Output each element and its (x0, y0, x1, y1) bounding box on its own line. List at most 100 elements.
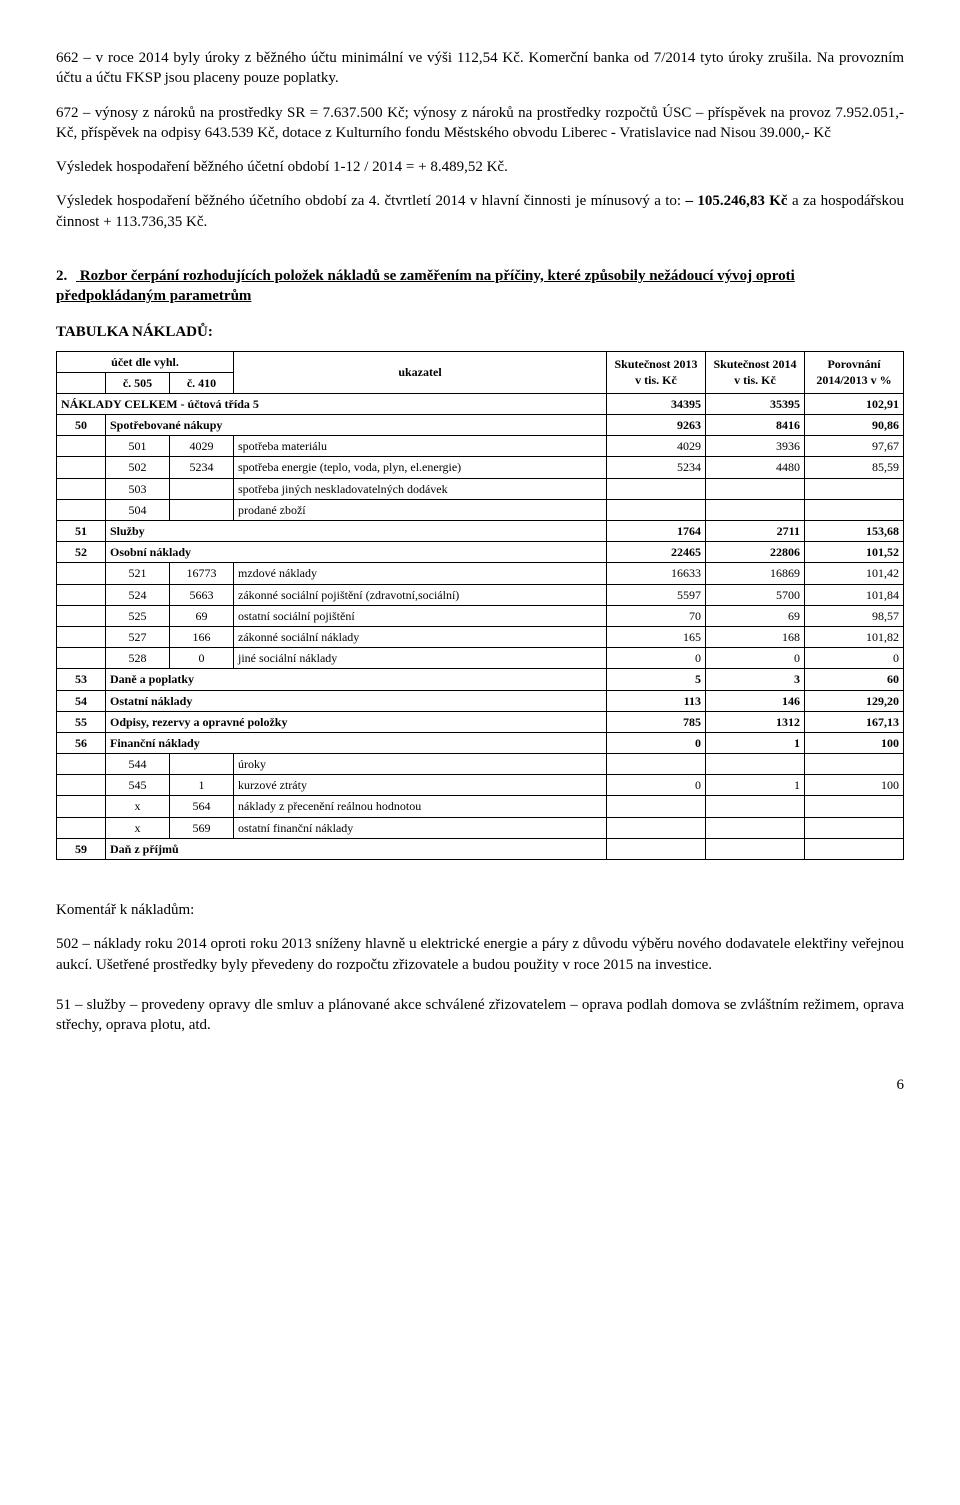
cell-c2: 502 (106, 457, 170, 478)
th-2014: Skutečnost 2014 v tis. Kč (706, 351, 805, 393)
cell-v1 (607, 478, 706, 499)
cell-c1: 59 (57, 838, 106, 859)
cell-c3: 1 (170, 775, 234, 796)
cell-v1 (607, 817, 706, 838)
cell-v1: 16633 (607, 563, 706, 584)
cell-c1 (57, 796, 106, 817)
table-row: 5451kurzové ztráty01100 (57, 775, 904, 796)
cell-c1: 52 (57, 542, 106, 563)
cell-desc: ostatní sociální pojištění (234, 605, 607, 626)
cell-v1: 785 (607, 711, 706, 732)
table-row: 544úroky (57, 754, 904, 775)
cell-v2 (706, 838, 805, 859)
cell-v1 (607, 754, 706, 775)
paragraph-result-2: Výsledek hospodaření běžného účetního ob… (56, 191, 904, 232)
cell-c1 (57, 436, 106, 457)
cell-v3: 167,13 (805, 711, 904, 732)
cell-v2: 168 (706, 626, 805, 647)
table-row: 503spotřeba jiných neskladovatelných dod… (57, 478, 904, 499)
cell-c2: 545 (106, 775, 170, 796)
cell-c1: 51 (57, 521, 106, 542)
cell-c3 (170, 499, 234, 520)
cell-v2: 1 (706, 732, 805, 753)
cell-c2: 528 (106, 648, 170, 669)
cell-c1 (57, 457, 106, 478)
cell-c2: 521 (106, 563, 170, 584)
cell-c2: x (106, 817, 170, 838)
cell-v2: 3936 (706, 436, 805, 457)
cell-v3: 129,20 (805, 690, 904, 711)
table-row: 5014029spotřeba materiálu4029393697,67 (57, 436, 904, 457)
cell-v3: 153,68 (805, 521, 904, 542)
cell-v1: 113 (607, 690, 706, 711)
cell-v1: 5 (607, 669, 706, 690)
cell-desc: jiné sociální náklady (234, 648, 607, 669)
cell-c1 (57, 605, 106, 626)
paragraph-result-1: Výsledek hospodaření běžného účetní obdo… (56, 157, 904, 177)
cell-v3: 100 (805, 775, 904, 796)
cell-desc: mzdové náklady (234, 563, 607, 584)
cell-desc: Odpisy, rezervy a opravné položky (106, 711, 607, 732)
cell-c3: 69 (170, 605, 234, 626)
cell-c1 (57, 563, 106, 584)
table-row: 5280jiné sociální náklady000 (57, 648, 904, 669)
cell-c1 (57, 648, 106, 669)
cell-v1 (607, 499, 706, 520)
cell-c3: 4029 (170, 436, 234, 457)
cell-c2: x (106, 796, 170, 817)
cell-v3: 98,57 (805, 605, 904, 626)
cell-c2: 525 (106, 605, 170, 626)
cell-c2: 524 (106, 584, 170, 605)
cell-c2: 504 (106, 499, 170, 520)
table-row: 5245663zákonné sociální pojištění (zdrav… (57, 584, 904, 605)
result-bold-value: – 105.246,83 Kč (685, 193, 787, 209)
cell-v2: 146 (706, 690, 805, 711)
cell-desc: zákonné sociální náklady (234, 626, 607, 647)
table-row: 52569ostatní sociální pojištění706998,57 (57, 605, 904, 626)
cell-v3 (805, 478, 904, 499)
cell-v3: 101,82 (805, 626, 904, 647)
cell-c3 (170, 754, 234, 775)
table-row: 52Osobní náklady2246522806101,52 (57, 542, 904, 563)
cell-c3: 0 (170, 648, 234, 669)
cell-v1: 5234 (607, 457, 706, 478)
th-c505-a (57, 372, 106, 393)
table-row: x569ostatní finanční náklady (57, 817, 904, 838)
paragraph-662: 662 – v roce 2014 byly úroky z běžného ú… (56, 48, 904, 89)
table-row: x564náklady z přecenění reálnou hodnotou (57, 796, 904, 817)
table-row: 55Odpisy, rezervy a opravné položky78513… (57, 711, 904, 732)
cell-c2: 503 (106, 478, 170, 499)
cell-c3: 16773 (170, 563, 234, 584)
cell-v2 (706, 817, 805, 838)
table-row: 5025234spotřeba energie (teplo, voda, pl… (57, 457, 904, 478)
section-2-heading: 2. Rozbor čerpání rozhodujících položek … (56, 266, 904, 307)
cell-c1: 56 (57, 732, 106, 753)
section-2-title: Rozbor čerpání rozhodujících položek nák… (56, 268, 795, 304)
cell-desc: NÁKLADY CELKEM - účtová třída 5 (57, 393, 607, 414)
cell-desc: Daně a poplatky (106, 669, 607, 690)
cell-c2: 527 (106, 626, 170, 647)
cell-v1: 22465 (607, 542, 706, 563)
section-2-number: 2. (56, 266, 76, 286)
cell-v1: 0 (607, 648, 706, 669)
table-label: TABULKA NÁKLADŮ: (56, 322, 904, 342)
cell-c3: 564 (170, 796, 234, 817)
cell-v1: 0 (607, 732, 706, 753)
cell-desc: Finanční náklady (106, 732, 607, 753)
th-ukazatel: ukazatel (234, 351, 607, 393)
cell-desc: zákonné sociální pojištění (zdravotní,so… (234, 584, 607, 605)
table-row: 53Daně a poplatky5360 (57, 669, 904, 690)
cell-desc: Ostatní náklady (106, 690, 607, 711)
cell-c3: 5663 (170, 584, 234, 605)
cell-v1: 165 (607, 626, 706, 647)
cell-v2: 2711 (706, 521, 805, 542)
cell-c3: 166 (170, 626, 234, 647)
cell-desc: Osobní náklady (106, 542, 607, 563)
cell-v3: 101,52 (805, 542, 904, 563)
cell-c2: 544 (106, 754, 170, 775)
cell-v2 (706, 499, 805, 520)
cell-desc: Daň z příjmů (106, 838, 607, 859)
cell-v1: 34395 (607, 393, 706, 414)
cell-c1 (57, 478, 106, 499)
cell-v1: 4029 (607, 436, 706, 457)
